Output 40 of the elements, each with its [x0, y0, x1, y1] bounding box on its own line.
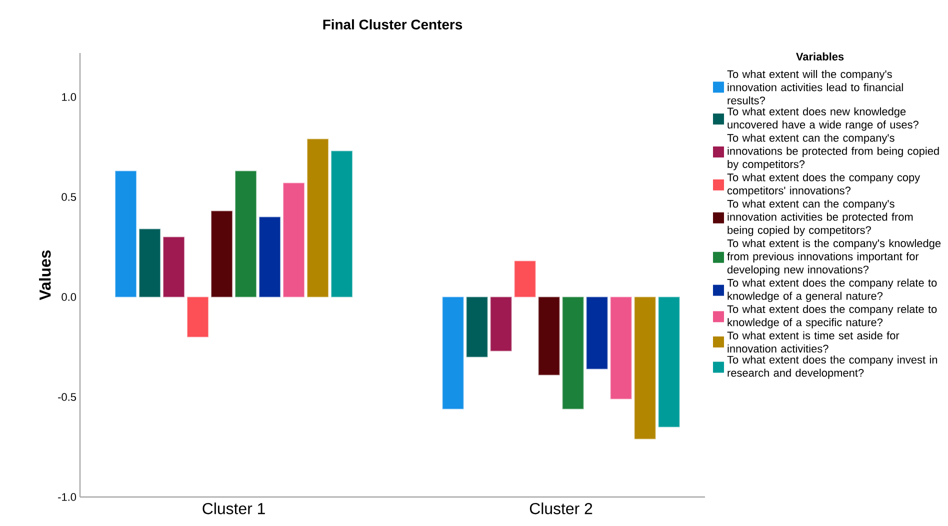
y-tick-label: 1.0 [62, 93, 76, 101]
legend-label: To what extent does the company relate to knowledge of a specific nature? [727, 304, 937, 328]
legend-label: To what extent will the company's innovation activities lead to financial results? [727, 70, 903, 104]
bar [658, 296, 680, 428]
bar [466, 296, 488, 358]
bar [138, 228, 161, 298]
y-axis-title: Values [39, 250, 51, 300]
bar [282, 182, 305, 298]
legend-label: To what extent is the company's knowledge from previous innovations important for developing new innovations? [727, 239, 941, 276]
y-tick-label: -0.5 [58, 393, 76, 401]
legend-label: To what extent does the company copy competitors' innovations? [727, 173, 920, 197]
bar [490, 296, 512, 352]
y-tick-label: 0.0 [62, 293, 76, 301]
bar [258, 216, 281, 298]
bar [514, 260, 536, 298]
bar [306, 138, 329, 298]
bar [114, 170, 137, 298]
bar [330, 150, 353, 298]
bar [538, 296, 560, 376]
bar [442, 296, 464, 410]
bar [634, 296, 656, 440]
bar [562, 296, 584, 410]
bar [186, 296, 209, 338]
bar [162, 236, 185, 298]
legend-title: Variables [796, 52, 844, 60]
bar [234, 170, 257, 298]
legend-label: To what extent can the company's innovation activities be protected from being copied by competitors? [727, 200, 913, 236]
y-tick-label: 0.5 [62, 193, 76, 201]
legend-label: To what extent does the company relate to knowledge of a general nature? [727, 278, 937, 302]
bar [586, 296, 608, 370]
legend-label: To what extent does new knowledge uncovered have a wide range of uses? [727, 107, 918, 131]
chart-title: Final Cluster Centers [323, 19, 462, 30]
y-tick-label: -1.0 [58, 493, 76, 501]
x-tick-label: Cluster 2 [530, 502, 592, 514]
bar [210, 210, 233, 298]
legend-label: To what extent is time set aside for innovation activities? [727, 331, 900, 353]
x-tick-label: Cluster 1 [202, 502, 265, 514]
legend-label: To what extent can the company's innovations be protected from being copied by competitors? [727, 134, 939, 170]
bar [610, 296, 632, 400]
legend-label: To what extent does the company invest in research and development? [727, 356, 938, 379]
